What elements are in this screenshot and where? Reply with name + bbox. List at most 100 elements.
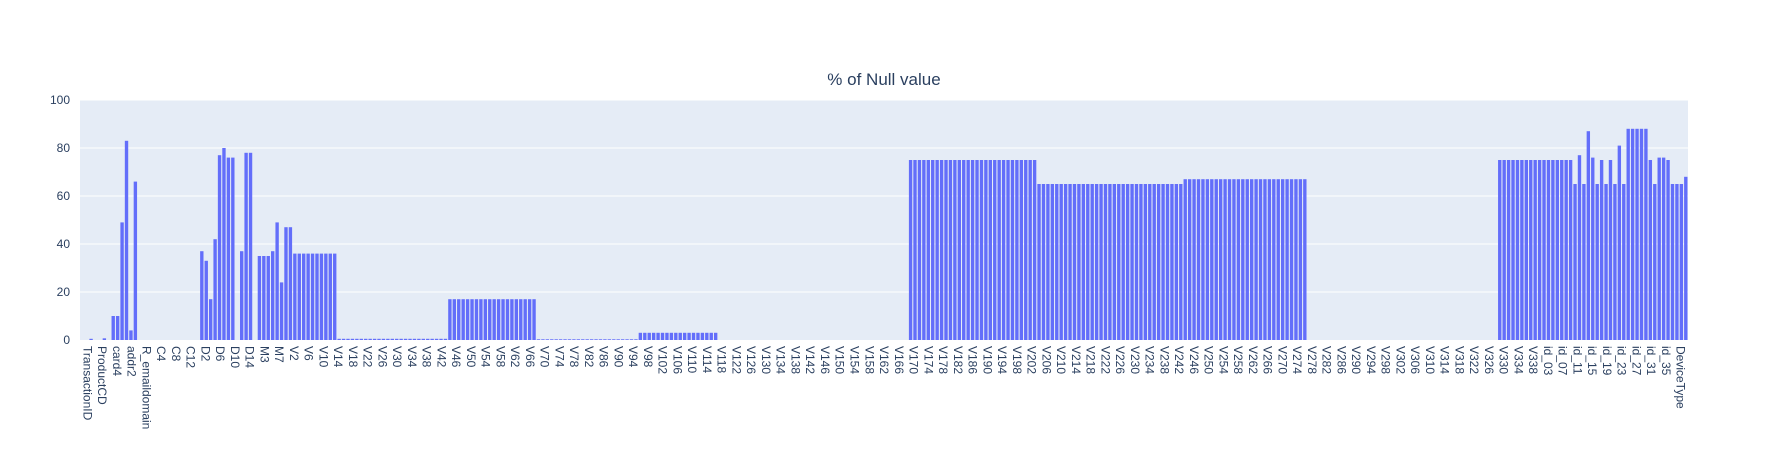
bar <box>89 338 93 340</box>
x-tick-label: V254 <box>1216 346 1230 374</box>
bar <box>350 338 355 340</box>
bar <box>483 299 488 340</box>
y-tick-label: 60 <box>57 189 71 203</box>
bar <box>1502 160 1506 340</box>
bar <box>279 282 284 340</box>
bars <box>89 128 1688 340</box>
bar <box>514 299 519 340</box>
bar <box>576 339 581 340</box>
bar <box>1205 179 1210 340</box>
x-tick-label: V218 <box>1084 346 1098 374</box>
x-tick-label: V174 <box>921 346 935 374</box>
bar <box>558 339 563 340</box>
bar <box>1139 184 1143 340</box>
bar <box>1657 157 1661 340</box>
bar <box>1068 184 1072 340</box>
bar <box>324 253 328 340</box>
x-tick-label: V206 <box>1039 346 1053 374</box>
x-tick-label: card4 <box>110 346 124 376</box>
x-tick-label: V226 <box>1113 346 1127 374</box>
x-tick-label: V118 <box>715 346 729 373</box>
bar <box>687 332 691 340</box>
bar <box>1183 179 1187 340</box>
bar <box>1037 184 1041 340</box>
x-tick-label: V306 <box>1408 346 1422 374</box>
bar <box>1661 157 1666 340</box>
bar <box>1236 179 1241 340</box>
bar <box>492 299 496 340</box>
bar <box>598 339 603 340</box>
x-tick-label: V106 <box>670 346 684 374</box>
x-tick-label: V18 <box>346 346 360 368</box>
bar <box>962 160 966 340</box>
bar <box>625 339 629 340</box>
bar <box>1515 160 1520 340</box>
bar <box>581 339 585 340</box>
bar <box>1050 184 1055 340</box>
bar <box>1130 184 1134 340</box>
x-tick-label: V326 <box>1482 346 1496 374</box>
bar <box>1174 184 1179 340</box>
bar <box>1218 179 1223 340</box>
bar <box>200 251 204 340</box>
bar <box>208 299 213 340</box>
bar <box>629 339 634 340</box>
bar <box>1223 179 1227 340</box>
x-tick-label: V270 <box>1275 346 1289 374</box>
bar <box>669 332 674 340</box>
bar <box>275 222 279 340</box>
bar <box>603 339 607 340</box>
x-tick-label: id_11 <box>1570 346 1584 375</box>
x-tick-label: V150 <box>833 346 847 374</box>
bar <box>403 338 408 340</box>
x-tick-label: V338 <box>1526 346 1540 374</box>
bar <box>1272 179 1276 340</box>
x-tick-label: V250 <box>1202 346 1216 374</box>
bar <box>1112 184 1117 340</box>
gridlines <box>80 99 1688 293</box>
x-tick-label: V234 <box>1143 346 1157 374</box>
bar <box>315 253 319 340</box>
bar <box>563 339 567 340</box>
bar <box>1232 179 1236 340</box>
x-tick-label: V78 <box>567 346 581 368</box>
bar <box>594 339 598 340</box>
bar <box>1055 184 1059 340</box>
bar <box>452 299 456 340</box>
bar <box>1564 160 1568 340</box>
bar <box>638 332 643 340</box>
x-tick-label: V282 <box>1320 346 1334 374</box>
bar <box>1679 184 1684 340</box>
bar <box>1165 184 1170 340</box>
bar <box>488 299 492 340</box>
y-tick-label: 20 <box>57 285 71 299</box>
bar <box>1670 184 1675 340</box>
bar <box>306 253 310 340</box>
bar <box>997 160 1001 340</box>
x-tick-label: V38 <box>420 346 434 368</box>
bar <box>1568 160 1573 340</box>
bar <box>501 299 505 340</box>
x-tick-label: M7 <box>272 346 286 363</box>
x-tick-label: C8 <box>169 346 183 362</box>
x-tick-label: V154 <box>848 346 862 374</box>
bar <box>1108 184 1112 340</box>
bar <box>993 160 997 340</box>
x-axis-ticks: TransactionID ProductCD card4 addr2 R_emaild… <box>80 346 1687 429</box>
bar <box>1542 160 1546 340</box>
bar <box>1608 160 1613 340</box>
x-tick-label: V190 <box>980 346 994 374</box>
bar <box>1267 179 1272 340</box>
bar <box>399 338 403 340</box>
bar <box>1121 184 1125 340</box>
bar <box>465 299 470 340</box>
x-tick-label: V310 <box>1423 346 1437 374</box>
x-tick-label: V86 <box>597 346 611 368</box>
bar <box>1555 160 1560 340</box>
bar <box>510 299 514 340</box>
x-tick-label: id_03 <box>1541 346 1555 376</box>
x-tick-label: V162 <box>877 346 891 374</box>
x-tick-label: V242 <box>1172 346 1186 374</box>
bar <box>1148 184 1152 340</box>
bar <box>1001 160 1006 340</box>
